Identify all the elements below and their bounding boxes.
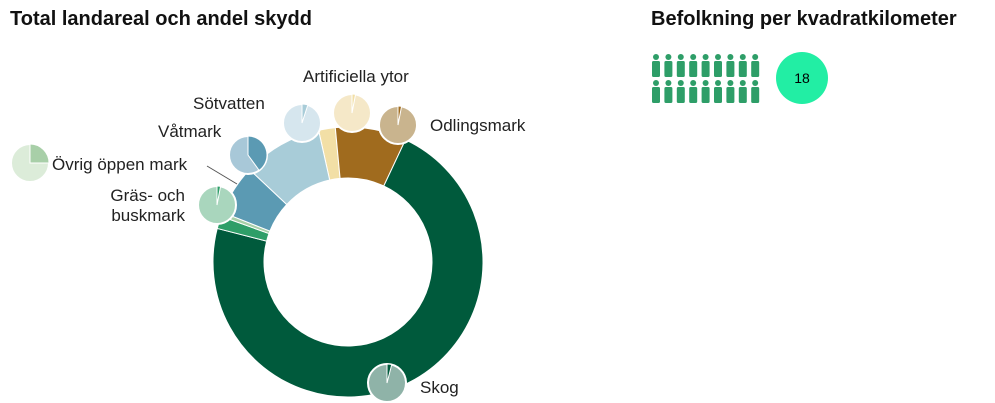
category-label: Skog [420,378,459,397]
person-body [726,87,735,103]
person-body [652,61,660,77]
population-title: Befolkning per kvadratkilometer [651,8,957,30]
icon-protected-wedge [29,143,50,164]
person-head [677,54,684,60]
category-label: Odlingsmark [430,116,526,135]
category-label: Gräs- och buskmark [110,186,185,225]
person-head [715,54,721,60]
population-badge [776,52,828,104]
category-label: Övrig öppen mark [52,155,188,174]
person-body [738,61,747,77]
person-head [715,80,721,86]
person-head [739,80,746,86]
person-body [664,61,673,77]
category-label: Våtmark [158,122,222,141]
category-label: Sötvatten [193,94,265,113]
chart-title: Total landareal och andel skydd [10,8,312,30]
person-head [690,80,697,86]
category-label: Artificiella ytor [303,67,409,86]
person-head [702,80,709,86]
person-head [665,80,672,86]
person-body [701,87,710,103]
icon-protected-wedge [247,135,268,172]
donut-segment [212,139,484,398]
person-head [752,80,759,86]
population-icons [652,54,760,103]
icon-protected-wedge [397,105,403,126]
person-body [738,87,747,103]
person-body [676,87,685,103]
person-body [701,61,710,77]
person-head [653,54,659,60]
person-head [752,54,759,60]
icon-protected-wedge [386,363,393,384]
person-head [739,54,746,60]
person-body [652,87,660,103]
person-head [653,80,659,86]
person-body [726,61,735,77]
population-value: 18 [794,70,810,86]
person-body [676,61,685,77]
leader-line [206,165,238,185]
icon-protected-wedge [301,103,309,124]
person-body [714,61,722,77]
person-head [690,54,697,60]
person-body [664,87,673,103]
person-body [689,61,698,77]
person-head [702,54,709,60]
icon-protected-wedge [351,93,357,114]
person-body [714,87,722,103]
person-body [689,87,698,103]
icon-protected-wedge [216,185,222,206]
person-head [727,80,734,86]
person-head [727,54,734,60]
person-head [665,54,672,60]
person-body [751,87,760,103]
person-body [751,61,760,77]
person-head [677,80,684,86]
